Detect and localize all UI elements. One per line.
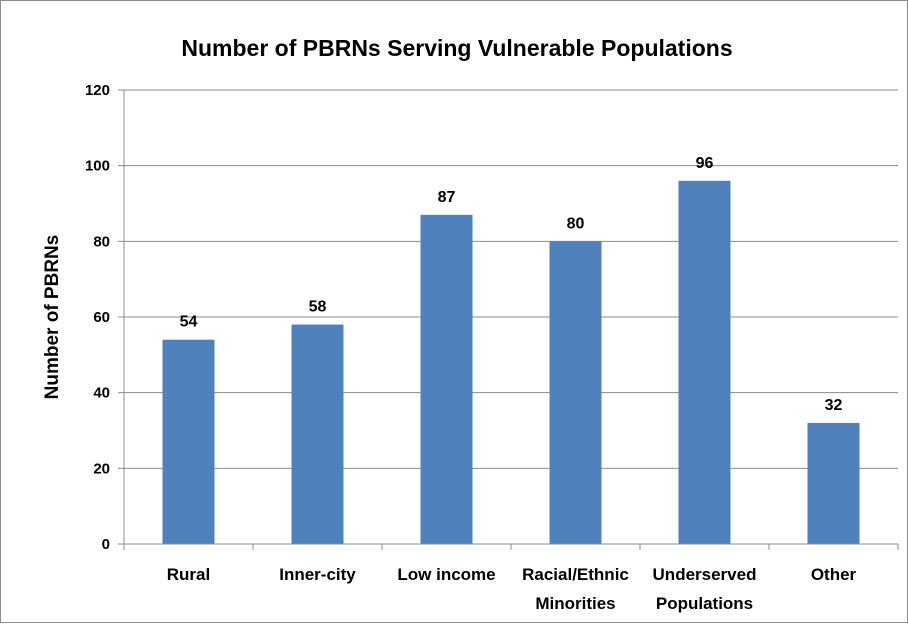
y-tick-label: 0: [102, 536, 110, 553]
x-category-label: Populations: [656, 594, 753, 613]
data-label: 58: [309, 299, 327, 316]
y-tick-label: 120: [85, 82, 110, 99]
gridlines: [118, 89, 898, 545]
y-axis-title: Number of PBRNs: [42, 235, 63, 400]
x-category-label: Underserved: [653, 565, 757, 584]
bar: [807, 422, 860, 544]
bar: [291, 324, 344, 544]
data-labels: 54 58 87 80 96 32: [180, 155, 843, 414]
x-category-labels: Rural Inner-city Low income Racial/Ethnic Mi…: [167, 565, 857, 613]
x-category-label: Minorities: [535, 594, 615, 613]
y-tick-label: 80: [93, 233, 110, 250]
y-tick-label: 20: [93, 460, 110, 477]
y-tick-label: 100: [85, 158, 110, 175]
data-label: 54: [180, 314, 198, 331]
bar: [549, 241, 602, 545]
x-category-label: Racial/Ethnic: [522, 565, 629, 584]
chart-title: Number of PBRNs Serving Vulnerable Popul…: [181, 35, 732, 61]
bar: [420, 214, 473, 544]
x-category-label: Rural: [167, 565, 210, 584]
x-category-label: Inner-city: [279, 565, 356, 584]
y-tick-label: 40: [93, 385, 110, 402]
data-label: 80: [567, 215, 585, 232]
bar: [678, 180, 731, 545]
y-tick-labels: 0 20 40 60 80 100 120: [85, 82, 110, 553]
x-category-label: Low income: [397, 565, 495, 584]
data-label: 96: [696, 155, 714, 172]
bar: [162, 339, 215, 544]
data-label: 87: [438, 189, 456, 206]
bars: [162, 180, 860, 545]
y-tick-label: 60: [93, 309, 110, 326]
axes: [123, 90, 899, 550]
data-label: 32: [825, 397, 843, 414]
x-category-label: Other: [811, 565, 857, 584]
